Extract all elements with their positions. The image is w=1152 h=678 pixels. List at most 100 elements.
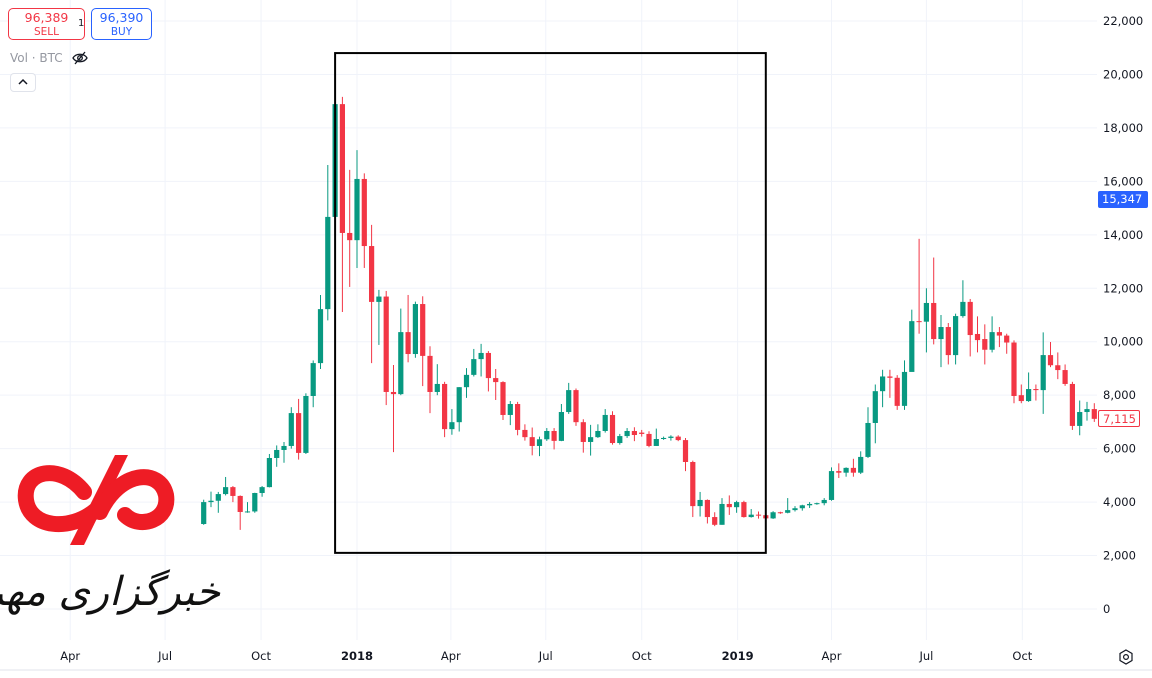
candle [354, 150, 360, 268]
candle [704, 499, 710, 524]
candle-body [398, 332, 404, 395]
candle-body [1055, 365, 1061, 371]
current-price-label: 7,115 [1098, 410, 1140, 427]
candle-body [938, 327, 944, 340]
candle-body [390, 391, 397, 395]
candle [668, 435, 674, 441]
candle [588, 424, 594, 456]
candle [646, 431, 652, 448]
y-tick-label: 16,000 [1103, 174, 1143, 188]
candle [223, 476, 229, 496]
candle [967, 298, 973, 357]
candle [617, 433, 623, 445]
candle-body [799, 505, 805, 509]
eye-off-icon[interactable] [72, 51, 88, 65]
candle [405, 294, 411, 363]
candle [828, 467, 835, 501]
candle [1084, 401, 1090, 421]
candle [325, 165, 331, 321]
candle [931, 257, 937, 345]
candle [682, 437, 689, 472]
candle-body [909, 321, 915, 372]
price-axis[interactable]: 0 2,000 4,000 6,000 8,000 10,000 12,000 14,000 1… [1103, 14, 1143, 616]
candle-body [814, 503, 820, 505]
annotation-rectangle[interactable] [334, 52, 767, 554]
buy-button[interactable]: 96,390 BUY [91, 8, 152, 40]
candle-body [682, 440, 689, 462]
candle [792, 506, 798, 512]
candle-body [960, 301, 966, 317]
candle [982, 324, 988, 365]
candle-body [1062, 370, 1068, 384]
candle [909, 309, 915, 372]
candle-body [894, 377, 900, 406]
candle-body [661, 437, 667, 440]
candle [201, 499, 207, 525]
candle [1018, 384, 1024, 404]
candle-body [668, 436, 674, 438]
candle-body [712, 517, 718, 525]
candle [244, 502, 251, 513]
candle [1033, 384, 1039, 401]
candle [712, 512, 718, 527]
candle [960, 280, 966, 318]
candle [536, 436, 543, 457]
logo-swoosh-right [92, 469, 175, 530]
candle [631, 427, 637, 442]
candle-body [434, 383, 440, 392]
candle [463, 368, 470, 398]
candle [376, 289, 382, 345]
candle-body [361, 178, 367, 247]
candle [785, 498, 791, 514]
candle [609, 411, 616, 445]
candle-body [566, 390, 572, 413]
candle-body [704, 499, 710, 518]
x-tick-label: Oct [632, 649, 652, 663]
time-axis[interactable]: Apr Jul Oct 2018 Apr Jul Oct 2019 Apr Jul Oct [60, 649, 1033, 663]
volume-legend: Vol · BTC [10, 51, 63, 65]
candle [310, 360, 316, 408]
candle-body [303, 395, 309, 453]
candle [296, 398, 302, 460]
candle [558, 404, 564, 442]
candle [850, 458, 856, 477]
y-tick-label: 2,000 [1103, 549, 1136, 563]
candle [515, 401, 521, 436]
logo-text: خبرگزاری مهر [0, 569, 220, 615]
candle-body [551, 430, 557, 441]
candle-body [609, 414, 616, 444]
candle-body [478, 352, 484, 360]
x-tick-label: Oct [251, 649, 271, 663]
candle [339, 96, 345, 313]
candle [449, 409, 455, 435]
gear-icon[interactable] [1117, 648, 1135, 666]
candle [938, 315, 944, 368]
candles [201, 84, 1097, 530]
candle-body [785, 510, 791, 513]
candle [1069, 381, 1075, 430]
candle [522, 424, 528, 441]
candle [412, 301, 418, 358]
collapse-legend-button[interactable] [10, 73, 36, 92]
candle [485, 351, 491, 392]
candle [237, 495, 243, 530]
sell-button[interactable]: 96,389 SELL [8, 8, 85, 40]
candle-body [296, 413, 302, 453]
spread: 1 [78, 18, 85, 29]
x-tick-label: 2018 [341, 649, 373, 663]
candle [843, 467, 849, 477]
candle-body [697, 499, 703, 507]
candle-body [836, 471, 842, 473]
candle-body [259, 487, 265, 494]
candle-body [515, 404, 521, 430]
candle-body [420, 304, 426, 356]
x-tick-label: Jul [538, 649, 553, 663]
candle-body [923, 302, 929, 322]
candle [901, 360, 908, 410]
candle [726, 495, 732, 515]
candle-body [580, 422, 586, 442]
candle [697, 491, 703, 517]
candle-body [1004, 335, 1010, 343]
candle-body [726, 503, 732, 508]
